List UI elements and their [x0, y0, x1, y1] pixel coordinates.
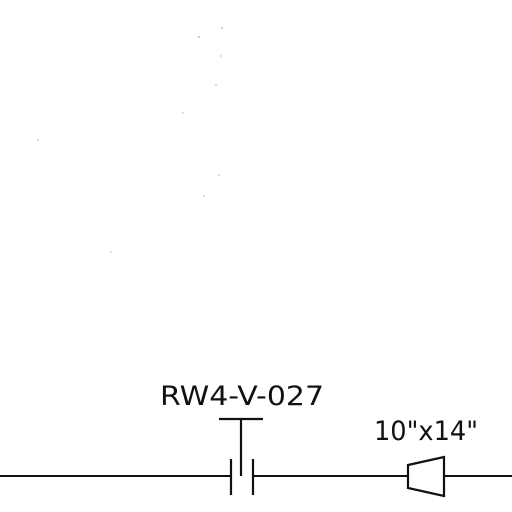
- scan-noise: [37, 27, 223, 253]
- reducer-size-label: 10"x14": [374, 416, 478, 447]
- valve-symbol: [219, 417, 263, 495]
- reducer-outline: [406, 455, 446, 498]
- reducer-symbol: [406, 455, 446, 498]
- valve-tag-label: RW4-V-027: [160, 381, 324, 412]
